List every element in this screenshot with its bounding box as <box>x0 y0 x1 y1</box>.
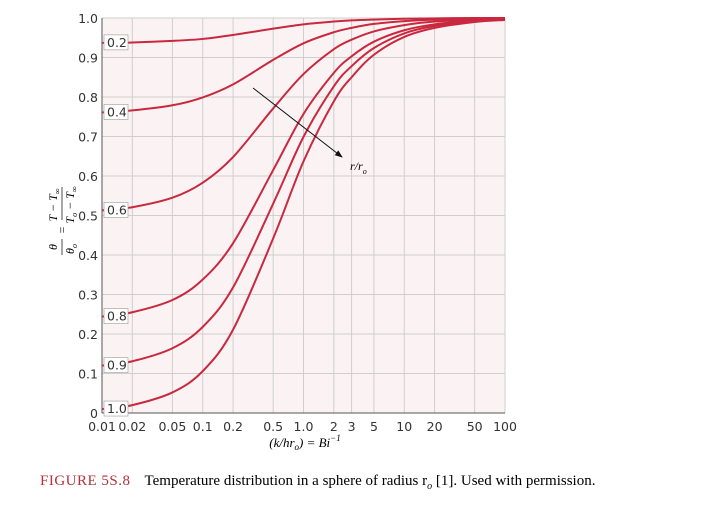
y-label-part: θ <box>63 248 77 254</box>
x-tick-label: 50 <box>467 419 483 434</box>
caption-label: FIGURE 5S.8 <box>40 473 131 489</box>
x-tick-label: 0.1 <box>193 419 213 434</box>
y-label-part: T − T <box>46 193 60 222</box>
curve <box>101 18 506 367</box>
y-label-part: T − T∞ <box>46 188 62 221</box>
curve-label-box <box>103 104 129 120</box>
x-label-part: o <box>295 442 300 452</box>
curve-label-box <box>103 202 129 218</box>
y-tick-label: 1.0 <box>78 11 98 26</box>
y-axis-label: θ θo = T − T∞ To − T∞ <box>46 186 79 255</box>
x-tick-label: 0.02 <box>118 419 146 434</box>
y-label-part: = <box>55 226 69 233</box>
caption-text: [1]. Used with permission. <box>432 473 595 489</box>
x-tick-label: 0.2 <box>223 419 243 434</box>
annotation-part: r/r <box>350 159 363 173</box>
curve <box>101 18 506 318</box>
y-label-part: o <box>70 244 79 248</box>
x-tick-label: 2 <box>330 419 338 434</box>
caption-text: Temperature distribution in a sphere of … <box>145 473 428 489</box>
x-label-part: ) = Bi <box>298 435 331 450</box>
y-tick-label: 0.1 <box>78 367 98 382</box>
x-tick-label: 5 <box>370 419 378 434</box>
y-tick-label: 0.4 <box>78 248 98 263</box>
x-tick-label: 10 <box>396 419 412 434</box>
curve <box>101 18 506 411</box>
curve-label-box <box>103 357 129 373</box>
x-tick-label: 0.01 <box>88 419 116 434</box>
caption-text: o <box>427 481 432 492</box>
y-label-part: ∞ <box>53 188 62 194</box>
y-tick-label: 0.9 <box>78 51 98 66</box>
curve-label: 0.8 <box>107 309 127 324</box>
curves <box>101 16 506 411</box>
grid: 0 0.1 0.2 0.3 0.4 0.5 0.6 0.7 0.8 0.9 1.0 0.01 0.02 0… <box>78 11 517 434</box>
annotation: r/ro <box>350 159 367 176</box>
y-label-part: ∞ <box>70 186 79 192</box>
y-tick-label: 0.5 <box>78 209 98 224</box>
x-tick-label: 0.5 <box>263 419 283 434</box>
y-tick-label: 0 <box>90 406 98 421</box>
curve <box>101 17 506 114</box>
curve-label: 0.2 <box>107 35 127 50</box>
curve-label: 1.0 <box>107 401 127 416</box>
x-label-part: (k/hr <box>269 435 295 450</box>
x-label-part: −1 <box>330 433 341 443</box>
curve-label: 0.6 <box>107 202 127 217</box>
curve-label: 0.9 <box>107 358 127 373</box>
annotation-part: o <box>363 167 367 176</box>
x-tick-label: 1.0 <box>294 419 314 434</box>
x-tick-label: 100 <box>493 419 517 434</box>
labels: 0.2 0.4 0.6 0.8 0.9 1.0 <box>103 34 129 417</box>
caption: FIGURE 5S.8 Temperature distribution in a… <box>40 473 595 492</box>
curve-label-box <box>103 308 129 324</box>
y-label-part: T <box>63 216 77 224</box>
y-label-part: θo <box>63 244 79 254</box>
curve <box>101 17 506 212</box>
y-label-part: θ <box>46 244 60 250</box>
x-tick-label: 0.05 <box>158 419 186 434</box>
curve-label-box <box>103 34 129 51</box>
annotation-arrow <box>252 87 343 158</box>
y-tick-label: 0.3 <box>78 288 98 303</box>
y-tick-label: 0.2 <box>78 327 98 342</box>
y-label-part: − T <box>63 191 77 213</box>
curve-label: 0.4 <box>107 104 127 119</box>
x-axis-label: (k/hro) = Bi−1 <box>269 433 341 452</box>
x-tick-label: 3 <box>348 419 356 434</box>
y-tick-label: 0.7 <box>78 130 98 145</box>
curve <box>101 16 506 44</box>
curve-label-box <box>103 400 129 417</box>
y-label-part: o <box>70 213 79 217</box>
x-tick-label: 20 <box>427 419 443 434</box>
y-tick-label: 0.6 <box>78 169 98 184</box>
y-label-part: To − T∞ <box>63 186 79 223</box>
y-tick-label: 0.8 <box>78 90 98 105</box>
